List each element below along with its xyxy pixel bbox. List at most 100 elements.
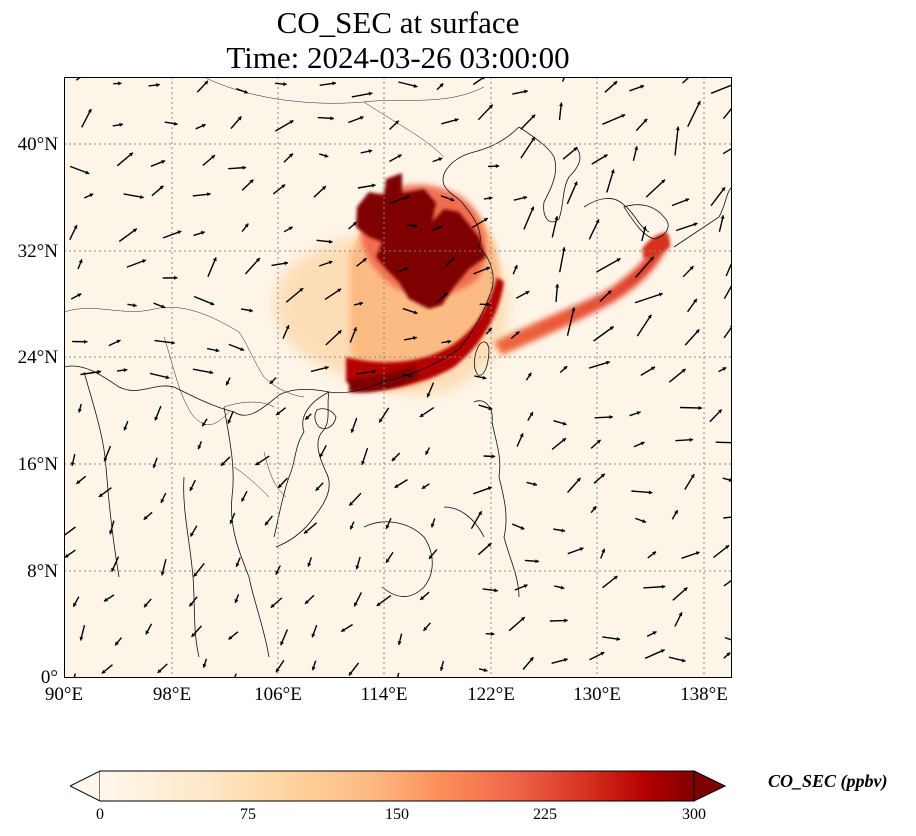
wind-arrow-head xyxy=(450,257,455,262)
wind-arrow-head xyxy=(636,411,641,415)
lon-label-90e: 90°E xyxy=(44,684,84,705)
wind-arrow-shaft xyxy=(116,152,134,167)
wind-arrow-shaft xyxy=(389,195,410,205)
wind-arrow-head xyxy=(495,164,500,169)
wind-arrow-head xyxy=(234,599,239,603)
wind-arrow-head xyxy=(276,411,281,415)
wind-arrow-head xyxy=(288,226,293,231)
wind-arrow-head xyxy=(488,196,493,201)
wind-arrow-head xyxy=(212,257,217,262)
wind-arrow-head xyxy=(73,602,77,607)
wind-arrow-head xyxy=(561,528,566,533)
wind-arrow-head xyxy=(123,426,128,431)
wind-arrow-head xyxy=(681,658,686,663)
wind-arrow-head xyxy=(119,122,123,127)
wind-arrow-head xyxy=(404,267,409,271)
wind-arrow-head xyxy=(413,83,418,88)
wind-arrow-head xyxy=(276,668,280,673)
wind-arrow-shaft xyxy=(520,136,536,159)
wind-arrow-head xyxy=(361,460,365,465)
wind-arrow-head xyxy=(488,406,493,411)
wind-arrow-head xyxy=(429,554,433,559)
wind-arrow-head xyxy=(595,219,600,224)
wind-arrow-shaft xyxy=(508,616,526,632)
wind-arrow-head xyxy=(281,184,286,189)
lat-label-32n: 32°N xyxy=(17,241,58,262)
wind-arrow-head xyxy=(305,600,309,604)
wind-arrow-head xyxy=(690,474,695,479)
wind-arrow-head xyxy=(576,477,581,482)
colorbar-tick-150: 150 xyxy=(385,806,409,823)
wind-arrow-head xyxy=(202,422,206,427)
wind-arrow-head xyxy=(64,553,69,558)
wind-arrow-head xyxy=(319,453,324,458)
wind-arrow-head xyxy=(408,373,412,378)
wind-arrow-shaft xyxy=(588,361,611,369)
wind-arrow-head xyxy=(397,154,402,159)
wind-arrow-head xyxy=(513,265,518,269)
wind-arrow-shaft xyxy=(723,516,732,519)
wind-arrow-head xyxy=(720,215,725,220)
wind-arrow-head xyxy=(658,292,663,297)
wind-arrow-head xyxy=(376,602,381,606)
wind-arrow-shaft xyxy=(154,339,175,344)
wind-arrow-shaft xyxy=(75,77,82,81)
wind-arrow-head xyxy=(337,330,342,335)
wind-arrow-head xyxy=(204,80,208,85)
wind-arrow-head xyxy=(225,381,230,386)
wind-arrow-head xyxy=(421,485,426,489)
wind-arrow-shaft xyxy=(193,295,215,306)
wind-arrow-head xyxy=(524,89,528,94)
wind-arrow-head xyxy=(527,372,532,377)
wind-arrow-head xyxy=(652,551,657,556)
wind-arrow-head xyxy=(311,633,316,638)
wind-arrow-head xyxy=(405,195,410,200)
wind-arrow-head xyxy=(115,641,119,646)
wind-arrow-head xyxy=(610,169,615,174)
wind-arrow-head xyxy=(202,663,207,668)
lat-label-24n: 24°N xyxy=(17,347,58,368)
colorbar-tick-75: 75 xyxy=(240,806,256,823)
wind-arrow-head xyxy=(394,120,399,125)
wind-arrow-head xyxy=(649,256,654,261)
wind-arrow-head xyxy=(678,612,683,617)
wind-arrow-head xyxy=(674,510,678,515)
wind-arrow-head xyxy=(621,114,626,118)
wind-arrow-head xyxy=(353,327,357,332)
wind-arrow-head xyxy=(133,303,137,308)
wind-arrow-head xyxy=(171,340,175,345)
wind-arrow-head xyxy=(603,154,608,159)
wind-vectors xyxy=(64,77,732,678)
wind-arrow-shaft xyxy=(722,106,732,120)
wind-arrow-head xyxy=(341,628,346,632)
wind-arrow-head xyxy=(439,83,444,88)
wind-arrow-head xyxy=(116,339,121,344)
wind-arrow-head xyxy=(227,419,232,424)
wind-arrow-head xyxy=(349,501,354,506)
wind-arrow-head xyxy=(563,366,568,370)
wind-arrow-head xyxy=(640,84,645,89)
wind-arrow-head xyxy=(348,671,353,676)
wind-arrow-head xyxy=(397,641,402,645)
wind-arrow-head xyxy=(520,525,525,530)
wind-arrow-head xyxy=(698,405,702,410)
wind-arrow-head xyxy=(689,266,694,270)
wind-arrow-head xyxy=(98,493,103,497)
wind-arrow-head xyxy=(152,464,157,468)
wind-arrow-head xyxy=(324,365,329,370)
wind-arrow-shaft xyxy=(643,585,666,589)
wind-arrow-shaft xyxy=(668,368,687,383)
colorbar-tick-0: 0 xyxy=(96,806,104,823)
wind-arrow-head xyxy=(634,146,639,151)
wind-arrow-head xyxy=(695,551,700,556)
wind-arrow-head xyxy=(385,524,390,529)
map-panel[interactable] xyxy=(64,77,732,678)
lon-label-114e: 114°E xyxy=(360,684,408,705)
wind-arrow-head xyxy=(564,618,568,623)
wind-arrow-head xyxy=(478,511,482,516)
wind-arrow-head xyxy=(189,602,194,607)
wind-arrow-head xyxy=(640,441,645,446)
wind-arrow-head xyxy=(571,307,576,312)
wind-arrow-head xyxy=(235,563,240,567)
wind-arrow-head xyxy=(555,284,560,288)
